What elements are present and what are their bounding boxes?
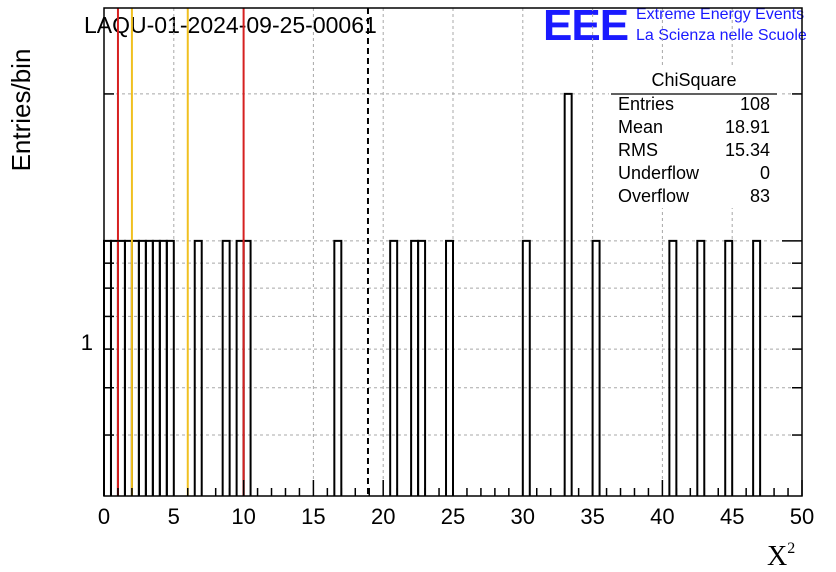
stats-value: 83 [750, 186, 770, 206]
histogram-bin [109, 239, 119, 496]
x-tick-label: 0 [98, 504, 110, 529]
threshold-lines [116, 8, 369, 496]
histogram-bin [668, 239, 678, 496]
x-tick-label: 20 [371, 504, 395, 529]
stats-label: Overflow [618, 186, 690, 206]
histogram-bin [521, 239, 531, 496]
histogram-bin [116, 239, 126, 496]
x-tick-label: 40 [650, 504, 674, 529]
histogram-bin [221, 239, 231, 496]
logo-line-1: Extreme Energy Events [636, 6, 804, 23]
x-tick-label: 35 [580, 504, 604, 529]
histogram-bin [165, 239, 175, 496]
histogram-bin [144, 239, 154, 496]
stats-title: ChiSquare [651, 70, 736, 90]
histogram-bin [591, 239, 601, 496]
histogram-bin [158, 239, 168, 496]
histogram-bin [235, 239, 245, 496]
stats-label: Mean [618, 117, 663, 137]
x-axis-label: X2 [767, 540, 795, 572]
histogram-bin [410, 239, 420, 496]
histogram-bin [696, 239, 706, 496]
histogram-bin [333, 239, 343, 496]
x-tick-label: 15 [301, 504, 325, 529]
histogram-bin [417, 239, 427, 496]
histogram-bin [151, 239, 161, 496]
histogram-bin [752, 239, 762, 496]
histogram-bin [242, 239, 252, 496]
histogram-bin [724, 239, 734, 496]
chart-title: LAQU-01-2024-09-25-00061 [84, 12, 377, 38]
logo-line-2: La Scienza nelle Scuole [636, 27, 807, 44]
x-tick-label: 30 [511, 504, 535, 529]
eee-logo: EEE Extreme Energy Events La Scienza nel… [543, 1, 807, 50]
stats-value: 15.34 [725, 140, 770, 160]
stats-box-bg [609, 68, 779, 208]
x-tick-label: 10 [231, 504, 255, 529]
stats-value: 18.91 [725, 117, 770, 137]
stats-value: 108 [740, 94, 770, 114]
histogram-bin [445, 239, 454, 496]
histogram-bin [193, 239, 203, 496]
x-tick-label: 25 [441, 504, 465, 529]
stats-value: 0 [760, 163, 770, 183]
y-tick-label: 1 [81, 330, 93, 355]
histogram-bin [130, 239, 140, 496]
stats-label: RMS [618, 140, 658, 160]
x-tick-label: 50 [790, 504, 814, 529]
histogram-bin [563, 92, 573, 496]
stats-rows: Entries 108 Mean 18.91 RMS 15.34 Underflow 0 Ove… [618, 94, 770, 206]
y-axis-label: Entries/bin [6, 49, 36, 172]
x-tick-label: 5 [168, 504, 180, 529]
histogram-bin [103, 239, 112, 496]
histogram-bin [123, 239, 133, 496]
x-tick-label: 45 [720, 504, 744, 529]
stats-label: Entries [618, 94, 674, 114]
logo-mark: EEE [543, 1, 628, 50]
stats-label: Underflow [618, 163, 700, 183]
stats-box: ChiSquare Entries 108 Mean 18.91 RMS 15.34 Und… [609, 68, 779, 208]
histogram-bin [389, 239, 399, 496]
histogram-bin [137, 239, 147, 496]
x-ticks: 0 5 10 15 20 25 30 35 40 45 50 [98, 480, 814, 529]
x-axis-label-superscript: 2 [787, 540, 795, 557]
x-axis-label-base: X [767, 541, 787, 572]
